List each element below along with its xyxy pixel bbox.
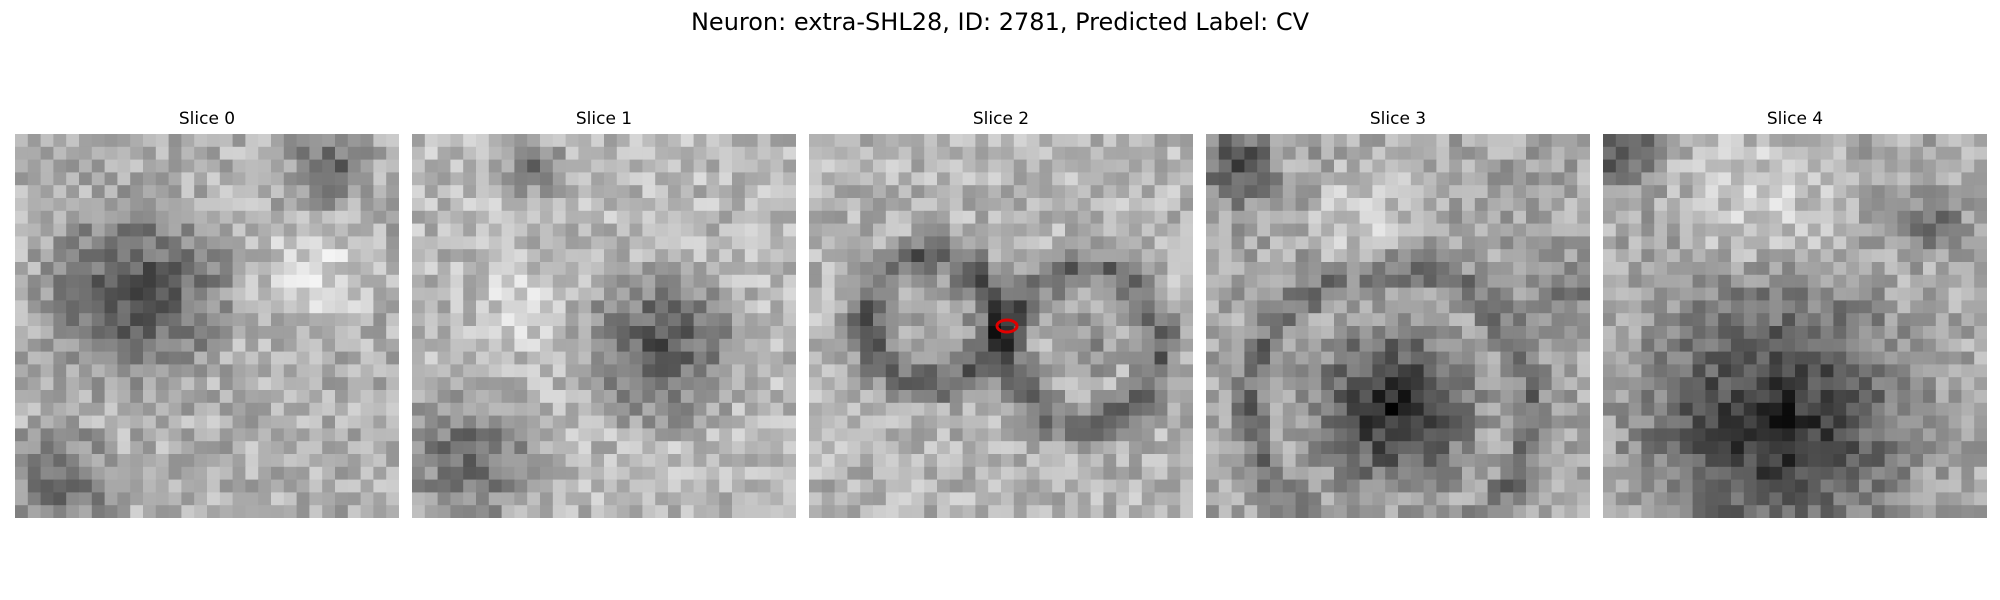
panel-title-slice-3: Slice 3 — [1369, 109, 1427, 129]
figure-title: Neuron: extra-SHL28, ID: 2781, Predicted… — [690, 8, 1310, 36]
slice-0-image — [15, 134, 399, 518]
slice-3-image — [1206, 134, 1590, 518]
slice-2-pixels — [809, 134, 1193, 518]
location-marker — [995, 318, 1019, 334]
panel-title-slice-1: Slice 1 — [575, 109, 633, 129]
panel-title-slice-2: Slice 2 — [972, 109, 1030, 129]
slice-1-image — [412, 134, 796, 518]
slice-3-pixels — [1206, 134, 1590, 518]
slice-0-pixels — [15, 134, 399, 518]
panel-title-slice-4: Slice 4 — [1766, 109, 1824, 129]
panel-title-slice-0: Slice 0 — [178, 109, 236, 129]
slice-4-pixels — [1603, 134, 1987, 518]
slice-4-image — [1603, 134, 1987, 518]
slice-2-image — [809, 134, 1193, 518]
slice-1-pixels — [412, 134, 796, 518]
